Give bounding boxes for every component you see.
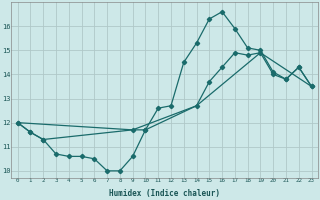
X-axis label: Humidex (Indice chaleur): Humidex (Indice chaleur)	[109, 189, 220, 198]
